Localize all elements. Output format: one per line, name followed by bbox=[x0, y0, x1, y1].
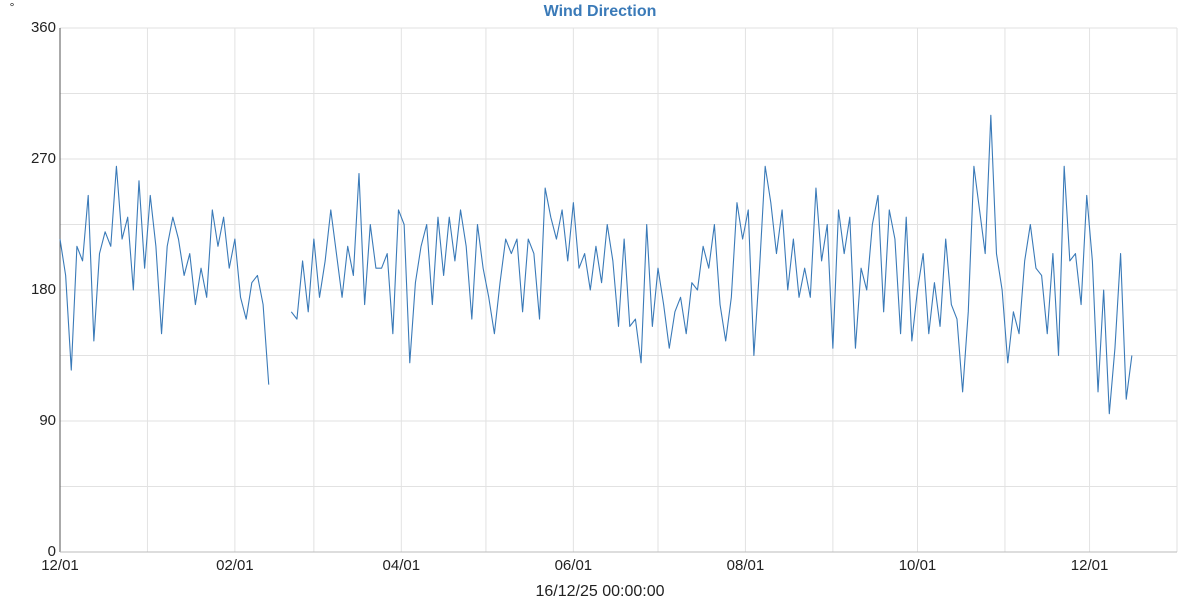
x-axis-label: 16/12/25 00:00:00 bbox=[535, 583, 664, 600]
y-tick-label: 270 bbox=[31, 150, 56, 167]
x-tick-label: 06/01 bbox=[555, 557, 593, 574]
x-tick-label: 04/01 bbox=[383, 557, 421, 574]
y-tick-label: 0 bbox=[48, 543, 56, 560]
x-tick-label: 12/01 bbox=[1071, 557, 1109, 574]
x-tick-label: 08/01 bbox=[727, 557, 765, 574]
y-unit-label: ° bbox=[10, 0, 15, 14]
data-line bbox=[59, 114, 1133, 415]
y-tick-label: 90 bbox=[39, 412, 56, 429]
x-tick-label: 10/01 bbox=[899, 557, 937, 574]
chart-title: Wind Direction bbox=[544, 3, 657, 20]
y-tick-label: 360 bbox=[31, 19, 56, 36]
y-tick-label: 180 bbox=[31, 281, 56, 298]
x-tick-label: 12/01 bbox=[41, 557, 79, 574]
x-tick-label: 02/01 bbox=[216, 557, 254, 574]
